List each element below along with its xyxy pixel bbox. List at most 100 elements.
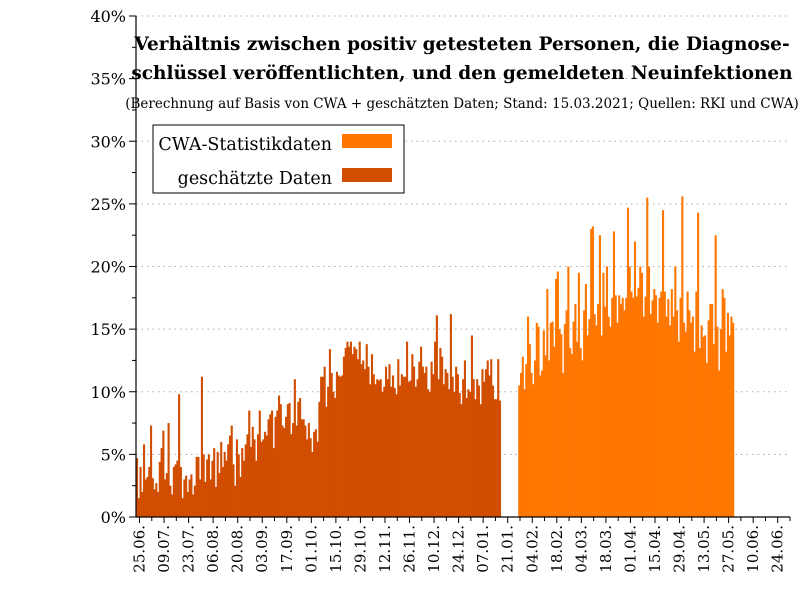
bar-estimated xyxy=(225,460,228,517)
bar-estimated xyxy=(406,341,409,517)
bar-estimated xyxy=(439,347,442,517)
bar-estimated xyxy=(276,410,279,517)
chart-title-line-1: Verhältnis zwischen positiv getesteten P… xyxy=(133,34,789,55)
bar-cwa xyxy=(690,322,693,517)
bar-cwa xyxy=(621,297,624,517)
bar-cwa xyxy=(670,289,673,517)
x-tick-label: 20.08. xyxy=(229,525,247,573)
bar-estimated xyxy=(185,475,188,517)
bar-cwa xyxy=(640,272,644,517)
axes xyxy=(129,15,791,523)
bar-estimated xyxy=(253,439,256,517)
bar-cwa xyxy=(530,372,533,517)
bar-estimated xyxy=(242,460,246,517)
bar-estimated xyxy=(139,466,142,517)
bar-estimated xyxy=(263,431,267,517)
x-tick-label: 10.12. xyxy=(425,525,443,573)
bar-cwa xyxy=(556,271,559,517)
bar-cwa xyxy=(534,360,537,517)
x-tick-label: 15.04. xyxy=(646,525,664,573)
bar-estimated xyxy=(256,434,260,517)
bar-cwa xyxy=(707,320,710,517)
bar-estimated xyxy=(146,476,149,517)
x-tick-label: 27.05. xyxy=(720,525,738,573)
bar-cwa xyxy=(558,329,561,518)
bar-estimated xyxy=(320,376,323,517)
y-tick-label: 30% xyxy=(90,132,126,151)
bar-estimated xyxy=(467,389,470,517)
bar-cwa xyxy=(651,300,654,517)
bar-estimated xyxy=(150,425,153,517)
bar-cwa xyxy=(635,296,638,517)
bar-estimated xyxy=(486,360,489,517)
bar-estimated xyxy=(465,398,468,517)
bar-estimated xyxy=(437,379,440,517)
bar-cwa xyxy=(679,297,682,517)
bar-estimated xyxy=(143,444,146,517)
bar-estimated xyxy=(462,379,465,517)
y-tick-label: 40% xyxy=(90,7,126,26)
bar-estimated xyxy=(307,423,310,517)
bar-cwa xyxy=(705,362,708,517)
bar-cwa xyxy=(604,306,607,517)
bar-estimated xyxy=(297,401,300,517)
bar-cwa xyxy=(541,370,544,517)
bar-estimated xyxy=(321,376,324,517)
x-tick-label: 01.04. xyxy=(621,525,639,573)
bar-cwa xyxy=(518,385,521,517)
bar-estimated xyxy=(183,479,186,517)
bar-cwa xyxy=(553,346,556,517)
bar-estimated xyxy=(427,389,430,517)
bar-cwa xyxy=(612,231,616,517)
bar-estimated xyxy=(341,375,344,517)
bar-estimated xyxy=(477,385,480,517)
bar-cwa xyxy=(676,310,679,517)
bar-estimated xyxy=(241,448,244,517)
bar-estimated xyxy=(167,423,170,517)
bar-cwa xyxy=(712,344,715,517)
bar-estimated xyxy=(391,375,395,517)
bar-estimated xyxy=(251,426,254,517)
bar-cwa xyxy=(598,235,601,517)
bar-cwa xyxy=(698,347,701,517)
bar-cwa xyxy=(607,316,610,517)
bar-estimated xyxy=(395,394,398,517)
legend: CWA-Statistikdaten geschätzte Daten xyxy=(152,124,405,194)
bar-estimated xyxy=(288,403,291,517)
bar-estimated xyxy=(379,379,382,517)
bar-cwa xyxy=(562,372,565,517)
y-tick-label: 15% xyxy=(90,320,126,339)
bar-estimated xyxy=(309,438,312,517)
bar-estimated xyxy=(158,461,161,517)
bar-estimated xyxy=(491,385,495,517)
bar-cwa xyxy=(654,295,658,517)
bar-estimated xyxy=(295,425,298,517)
bar-cwa xyxy=(697,212,700,517)
bar-estimated xyxy=(230,425,233,517)
bar-cwa xyxy=(646,197,649,518)
bar-estimated xyxy=(164,479,167,517)
bar-estimated xyxy=(384,366,388,517)
bar-cwa xyxy=(569,347,572,517)
bar-estimated xyxy=(299,398,302,517)
bar-cwa xyxy=(632,297,635,517)
bar-estimated xyxy=(213,448,216,517)
bar-estimated xyxy=(151,478,154,517)
bar-estimated xyxy=(234,485,237,517)
series-cwa-bars xyxy=(518,196,735,518)
bar-estimated xyxy=(455,366,458,517)
bar-estimated xyxy=(141,491,144,517)
bar-cwa xyxy=(535,322,538,517)
bar-estimated xyxy=(181,498,184,517)
bar-estimated xyxy=(279,404,282,517)
bar-estimated xyxy=(274,416,277,517)
bar-estimated xyxy=(365,344,368,517)
bar-estimated xyxy=(334,398,337,517)
bar-cwa xyxy=(732,322,735,517)
bar-estimated xyxy=(325,406,328,517)
bar-estimated xyxy=(328,349,331,517)
bar-estimated xyxy=(358,341,361,517)
bar-estimated xyxy=(472,379,475,517)
bar-cwa xyxy=(647,266,651,517)
series-estimated-bars xyxy=(136,314,502,518)
